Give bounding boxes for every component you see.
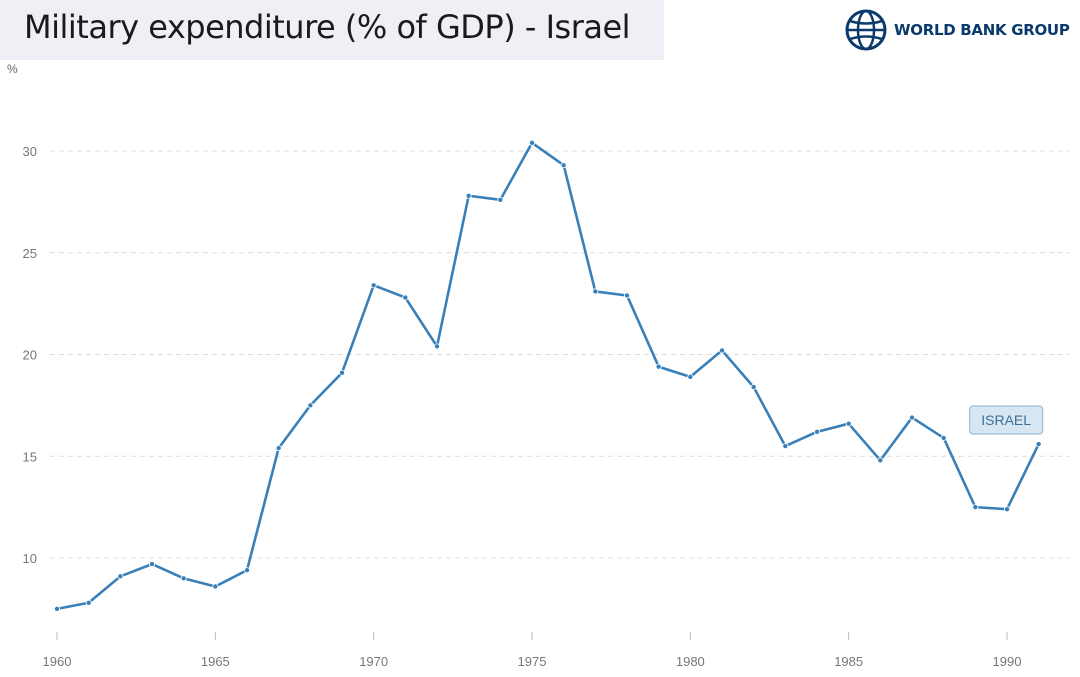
data-point [275,445,282,452]
y-axis-label: % [7,62,18,76]
data-point [687,373,694,380]
data-point [433,343,440,350]
title-bar: Military expenditure (% of GDP) - Israel [0,0,664,60]
data-point [845,420,852,427]
data-point [307,402,314,409]
data-point [655,363,662,370]
chart-title: Military expenditure (% of GDP) - Israel [24,8,631,46]
data-point [972,504,979,511]
y-tick-label: 20 [23,348,37,363]
data-point [1004,506,1011,513]
x-tick-label: 1990 [993,654,1022,669]
series-label-box [969,405,1044,435]
data-point [148,561,155,568]
data-point [877,457,884,464]
data-point [54,605,61,612]
data-point [1035,441,1042,448]
data-point [529,139,536,146]
data-point [940,434,947,441]
y-tick-label: 10 [23,551,37,566]
data-point [117,573,124,580]
x-tick-label: 1960 [43,654,72,669]
data-point [180,575,187,582]
data-point [782,443,789,450]
data-point [497,196,504,203]
y-tick-label: 15 [23,449,37,464]
data-point [750,384,757,391]
data-point [560,162,567,169]
x-tick-label: 1975 [518,654,547,669]
data-point [909,414,916,421]
data-point [212,583,219,590]
series-label: ISRAEL [981,412,1031,428]
brand-name: WORLD BANK GROUP [894,21,1070,39]
data-point [592,288,599,295]
y-tick-label: 30 [23,144,37,159]
x-tick-label: 1970 [359,654,388,669]
data-point [402,294,409,301]
data-point [243,567,250,574]
world-bank-logo[interactable]: WORLD BANK GROUP [844,8,1070,52]
series-line [56,141,1040,611]
x-tick-label: 1980 [676,654,705,669]
globe-icon [845,9,887,51]
data-point [719,347,726,354]
data-point [624,292,631,299]
y-tick-label: 25 [23,246,37,261]
data-point [814,428,821,435]
data-point [465,192,472,199]
data-point [370,282,377,289]
data-point [338,369,345,376]
x-tick-label: 1965 [201,654,230,669]
x-tick-label: 1985 [834,654,863,669]
data-point [85,599,92,606]
